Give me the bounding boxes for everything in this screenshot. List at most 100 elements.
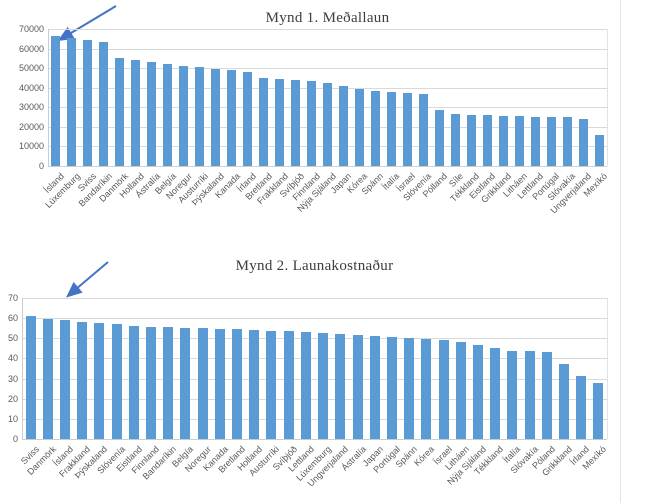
bar-Slóvenía — [418, 93, 428, 166]
gridline — [22, 358, 607, 360]
x-axis-line — [22, 439, 607, 440]
bar-Svíþjóð — [283, 331, 294, 439]
bar-Holland — [131, 59, 141, 166]
y-axis-tick-label: 30000 — [18, 102, 44, 113]
bar-Kórea — [354, 88, 364, 166]
bar-Eistland — [128, 326, 139, 439]
bar-Lettland — [300, 332, 311, 439]
bar-Litháen — [514, 115, 524, 166]
bar-Nýja Sjáland — [472, 345, 483, 439]
bar-Holland — [249, 330, 260, 439]
bar-Japan — [369, 335, 380, 439]
bar-Írland — [576, 375, 587, 439]
bar-Ísland — [60, 320, 70, 439]
bar-Bandaríkin — [163, 327, 174, 439]
bar-Grikkland — [498, 115, 508, 166]
y-axis-tick-label: 50 — [7, 333, 18, 344]
bar-Þýskaland — [211, 68, 221, 166]
y-axis-tick-label: 30 — [7, 373, 18, 384]
gridline — [48, 48, 607, 50]
y-axis-tick-label: 60 — [7, 313, 18, 324]
gridline — [22, 338, 607, 340]
chart-mynd2-launakostnadur: Mynd 2. Launakostnaður 0 10 20 30 40 50 60 70 Sv… — [0, 252, 622, 503]
x-axis-line — [48, 166, 607, 167]
bar-Bretland — [259, 78, 269, 166]
bar-Belgía — [163, 64, 173, 166]
bar-Austurríki — [195, 67, 205, 166]
gridline — [22, 398, 607, 400]
bar-Tékkland — [466, 114, 476, 166]
bar-Kanada — [227, 69, 237, 166]
bar-Noregur — [197, 328, 208, 439]
bar-Austurríki — [266, 330, 277, 439]
plot-area-right-border — [607, 298, 608, 439]
bar-Mexíkó — [594, 135, 604, 166]
y-axis-tick-label: 70000 — [18, 24, 44, 34]
bar-Lúxemburg — [318, 333, 329, 439]
bar-Slóvakía — [524, 351, 535, 439]
annotation-arrow-icon — [65, 261, 109, 298]
y-axis-tick-label: 40000 — [18, 82, 44, 93]
bar-Sviss — [25, 316, 36, 439]
bar-Portúgal — [386, 336, 397, 439]
gridline — [48, 29, 607, 30]
bar-Ítalía — [507, 350, 518, 439]
bar-Spánn — [370, 90, 380, 166]
bar-Nýja Sjáland — [323, 83, 332, 166]
y-axis-tick-label: 20 — [7, 393, 18, 404]
bar-Tékkland — [490, 348, 501, 439]
y-axis-line — [22, 298, 23, 439]
page-right-border — [620, 0, 621, 503]
bar-Ungverjaland — [578, 118, 588, 166]
bar-Frakkland — [275, 78, 285, 166]
y-axis-tick-label: 70 — [7, 293, 18, 303]
bar-Ítalía — [386, 92, 396, 166]
y-axis-tick-label: 10000 — [18, 141, 44, 152]
bar-Japan — [338, 86, 348, 166]
bar-Bretland — [232, 329, 243, 439]
bar-Slóvenía — [111, 324, 122, 439]
bar-Ástralía — [352, 334, 363, 439]
bar-Slóvakía — [562, 116, 572, 166]
annotation-arrow-icon — [57, 5, 117, 42]
bar-Ástralía — [147, 62, 157, 166]
y-axis-tick-label: 20000 — [18, 121, 44, 132]
bar-Kanada — [214, 328, 225, 439]
bar-Danmörk — [42, 319, 53, 439]
bar-Svíþjóð — [291, 79, 301, 166]
chart-mynd1-medallaun: Mynd 1. Meðallaun 0 10000 20000 30000 40000 5… — [0, 0, 622, 250]
bar-Frakkland — [77, 321, 88, 439]
bar-Litháen — [455, 341, 466, 439]
gridline — [22, 318, 607, 320]
bar-Spánn — [404, 337, 415, 439]
y-axis-tick-label: 40 — [7, 353, 18, 364]
bar-Síle — [450, 114, 460, 166]
y-axis-tick-label: 0 — [38, 161, 44, 171]
bar-Ungverjaland — [335, 333, 346, 439]
bar-Kórea — [421, 339, 432, 439]
bar-Bandaríkin — [99, 42, 109, 166]
bar-Sviss — [83, 39, 93, 166]
chart2-title: Mynd 2. Launakostnaður — [235, 258, 394, 274]
y-axis-tick-label: 50000 — [18, 63, 44, 74]
bar-Finnland — [307, 81, 317, 166]
bar-Lettland — [530, 116, 540, 166]
bar-Ísland — [51, 35, 61, 166]
bar-Noregur — [179, 65, 189, 166]
bar-Lúxemburg — [67, 37, 77, 166]
gridline — [22, 298, 607, 299]
y-axis-tick-label: 10 — [7, 413, 18, 424]
gridline — [22, 418, 607, 420]
bar-Finnland — [146, 327, 157, 439]
bar-Pólland — [434, 110, 444, 166]
gridline — [48, 68, 607, 70]
bar-Eistland — [482, 115, 492, 166]
y-axis-line — [48, 29, 49, 166]
bar-Ísrael — [438, 340, 449, 439]
bar-Írland — [243, 71, 253, 166]
bar-Danmörk — [115, 57, 125, 166]
gridline — [22, 378, 607, 380]
y-axis-tick-label: 60000 — [18, 43, 44, 54]
bar-Belgía — [180, 327, 191, 439]
